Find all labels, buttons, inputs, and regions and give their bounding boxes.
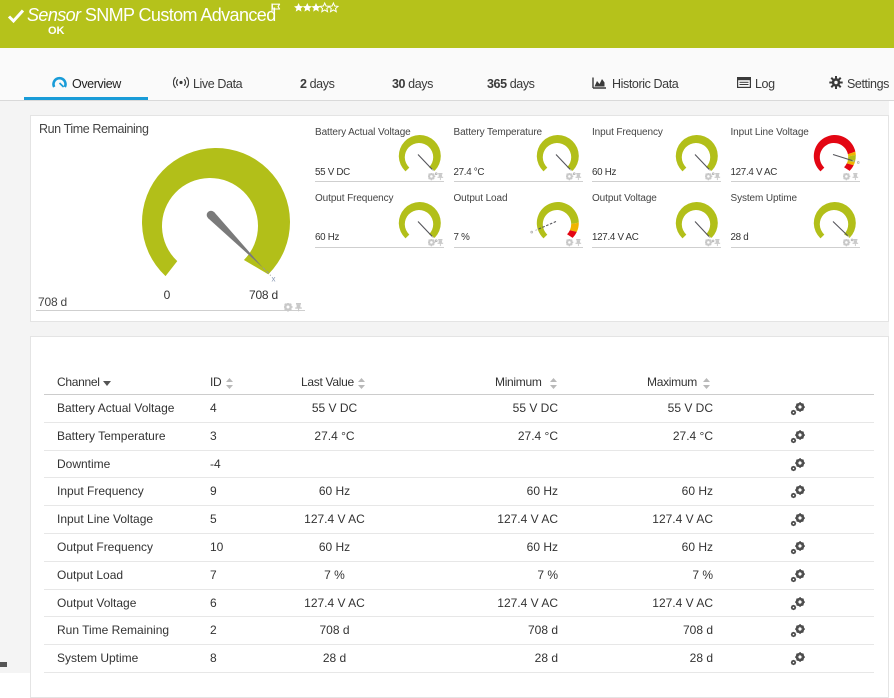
svg-text:x: x — [272, 274, 276, 283]
